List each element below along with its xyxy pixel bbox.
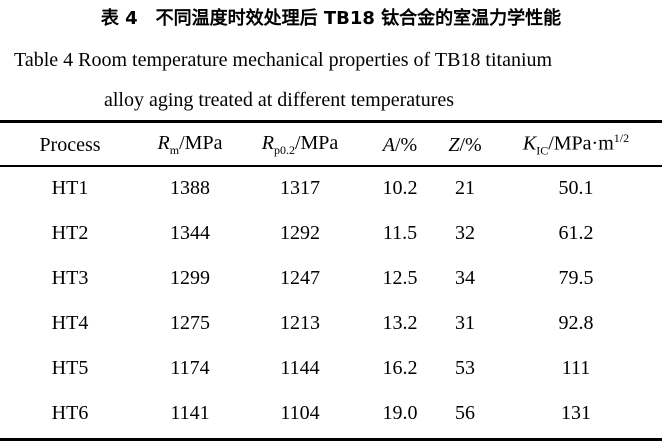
table-caption-english-line1: Table 4 Room temperature mechanical prop… [14, 49, 553, 71]
cell-kic: 131 [561, 402, 591, 424]
table-caption-english-line2: alloy aging treated at different tempera… [104, 89, 455, 111]
header-row: Process Rm/MPa Rp0.2/MPa A/% Z/% KIC/MPa… [0, 124, 662, 166]
cell-rm: 1141 [170, 402, 210, 424]
cell-a: 10.2 [382, 177, 418, 199]
header-rp02: Rp0.2/MPa [261, 132, 339, 157]
cell-rp02: 1104 [280, 402, 320, 424]
table-caption-chinese: 表 4 不同温度时效处理后 TB18 钛合金的室温力学性能 [100, 8, 562, 29]
cell-rm: 1344 [170, 222, 210, 244]
cell-kic: 79.5 [558, 267, 594, 289]
cell-process: HT6 [51, 402, 89, 424]
cell-rp02: 1247 [280, 267, 320, 289]
properties-table: Process Rm/MPa Rp0.2/MPa A/% Z/% KIC/MPa… [0, 124, 662, 436]
cell-process: HT2 [51, 222, 89, 244]
cell-a: 16.2 [382, 357, 418, 379]
top-rule [0, 120, 662, 123]
cell-z: 53 [455, 357, 475, 379]
cell-kic: 111 [561, 357, 591, 379]
cell-rm: 1299 [170, 267, 210, 289]
cell-z: 32 [455, 222, 475, 244]
cell-kic: 61.2 [558, 222, 594, 244]
table-row: HT4 1275 1213 13.2 31 92.8 [0, 301, 662, 346]
cell-a: 13.2 [382, 312, 418, 334]
header-rm: Rm/MPa [157, 132, 223, 157]
cell-rp02: 1317 [280, 177, 320, 199]
header-z: Z/% [448, 133, 482, 156]
cell-kic: 50.1 [558, 177, 594, 199]
cell-process: HT3 [51, 267, 89, 289]
cell-process: HT4 [51, 312, 89, 334]
cell-process: HT5 [51, 357, 89, 379]
cell-rp02: 1213 [280, 312, 320, 334]
cell-z: 56 [455, 402, 475, 424]
table-row: HT6 1141 1104 19.0 56 131 [0, 391, 662, 436]
header-a: A/% [382, 133, 418, 156]
cell-z: 34 [455, 267, 475, 289]
table-row: HT3 1299 1247 12.5 34 79.5 [0, 256, 662, 301]
cell-rp02: 1144 [280, 357, 320, 379]
cell-rm: 1275 [170, 312, 210, 334]
header-kic: KIC/MPa·m1/2 [522, 131, 630, 158]
cell-rp02: 1292 [280, 222, 320, 244]
header-process: Process [39, 133, 101, 156]
cell-kic: 92.8 [558, 312, 594, 334]
cell-z: 31 [455, 312, 475, 334]
cell-a: 11.5 [382, 222, 418, 244]
cell-process: HT1 [51, 177, 89, 199]
header-rule [0, 165, 662, 167]
cell-rm: 1388 [170, 177, 210, 199]
table-row: HT2 1344 1292 11.5 32 61.2 [0, 211, 662, 256]
cell-a: 12.5 [382, 267, 418, 289]
table-row: HT5 1174 1144 16.2 53 111 [0, 346, 662, 391]
cell-a: 19.0 [382, 402, 418, 424]
bottom-rule [0, 438, 662, 441]
cell-z: 21 [455, 177, 475, 199]
cell-rm: 1174 [170, 357, 210, 379]
table-row: HT1 1388 1317 10.2 21 50.1 [0, 166, 662, 211]
